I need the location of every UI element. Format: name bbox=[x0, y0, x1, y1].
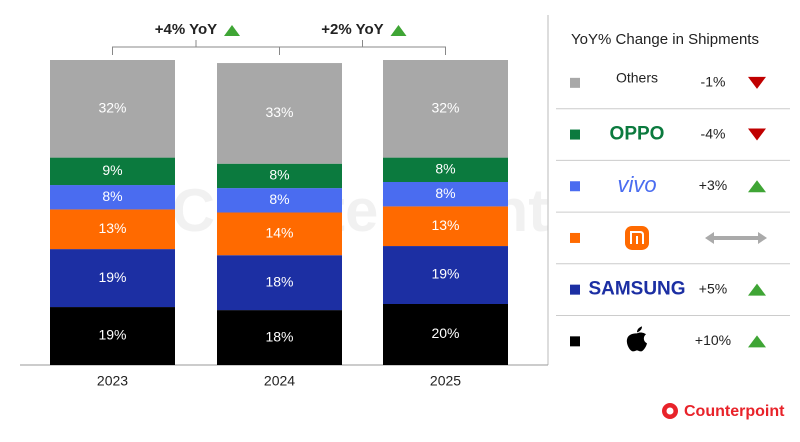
value-label: 32% bbox=[98, 100, 126, 116]
value-label: 8% bbox=[269, 191, 289, 207]
annotation: +4% YoY bbox=[155, 21, 217, 38]
down-arrow bbox=[748, 128, 766, 141]
bar-segment bbox=[383, 246, 508, 304]
bar-segment bbox=[50, 185, 175, 210]
bar-segment bbox=[383, 206, 508, 247]
source-logo-dot bbox=[666, 407, 674, 415]
value-label: 18% bbox=[265, 273, 293, 289]
bar-segment bbox=[217, 163, 342, 189]
value-label: 33% bbox=[265, 104, 293, 120]
x-tick-label: 2023 bbox=[97, 373, 128, 389]
legend-swatch bbox=[570, 336, 580, 347]
value-label: 8% bbox=[435, 185, 455, 201]
value-label: 13% bbox=[98, 220, 126, 236]
legend-name: vivo bbox=[617, 172, 656, 197]
bar-segment bbox=[50, 60, 175, 158]
legend-swatch bbox=[570, 129, 580, 140]
down-arrow bbox=[748, 76, 766, 89]
bar-segment bbox=[217, 188, 342, 213]
bar-segment bbox=[383, 60, 508, 158]
value-label: 19% bbox=[431, 266, 459, 282]
legend-name: SAMSUNG bbox=[588, 279, 685, 300]
x-tick-label: 2024 bbox=[264, 373, 295, 389]
up-arrow bbox=[748, 180, 766, 193]
legend-swatch bbox=[570, 181, 580, 192]
legend-title: YoY% Change in Shipments bbox=[571, 31, 759, 48]
value-label: 19% bbox=[98, 327, 126, 343]
bar-segment bbox=[383, 157, 508, 182]
bar-segment bbox=[383, 182, 508, 207]
value-label: 8% bbox=[102, 188, 122, 204]
x-tick-label: 2025 bbox=[430, 373, 461, 389]
value-label: 20% bbox=[431, 325, 459, 341]
bar-segment bbox=[217, 63, 342, 164]
legend-name: OPPO bbox=[610, 124, 665, 145]
bar-segment bbox=[217, 255, 342, 311]
bar-segment bbox=[217, 310, 342, 365]
bar-segment bbox=[50, 157, 175, 186]
bar-segment bbox=[383, 304, 508, 365]
xiaomi-mark bbox=[630, 230, 644, 244]
value-label: 14% bbox=[265, 225, 293, 241]
bracket bbox=[112, 40, 280, 55]
up-arrow bbox=[748, 335, 766, 348]
yoy-change: -4% bbox=[701, 125, 726, 141]
value-label: 9% bbox=[102, 162, 122, 178]
legend-name: Others bbox=[616, 70, 658, 86]
bar-segment bbox=[50, 209, 175, 250]
legend-swatch bbox=[570, 232, 580, 243]
apple-logo bbox=[626, 326, 647, 352]
yoy-change: +5% bbox=[699, 280, 727, 296]
bracket bbox=[279, 40, 446, 55]
value-label: 19% bbox=[98, 269, 126, 285]
legend-swatch bbox=[570, 77, 580, 88]
yoy-change: +3% bbox=[699, 177, 727, 193]
value-label: 18% bbox=[265, 328, 293, 344]
flat-arrow bbox=[705, 231, 767, 244]
up-arrow bbox=[748, 283, 766, 296]
up-triangle bbox=[224, 25, 240, 36]
bar-segment bbox=[50, 307, 175, 365]
bar-segment bbox=[217, 212, 342, 256]
annotation: +2% YoY bbox=[321, 21, 383, 38]
value-label: 32% bbox=[431, 100, 459, 116]
source-logo: Counterpoint bbox=[684, 403, 785, 420]
bar-segment bbox=[50, 249, 175, 308]
value-label: 8% bbox=[269, 167, 289, 183]
legend-swatch bbox=[570, 284, 580, 295]
yoy-change: +10% bbox=[695, 332, 731, 348]
up-triangle bbox=[390, 25, 407, 36]
value-label: 13% bbox=[431, 217, 459, 233]
yoy-change: -1% bbox=[701, 74, 726, 90]
value-label: 8% bbox=[435, 161, 455, 177]
